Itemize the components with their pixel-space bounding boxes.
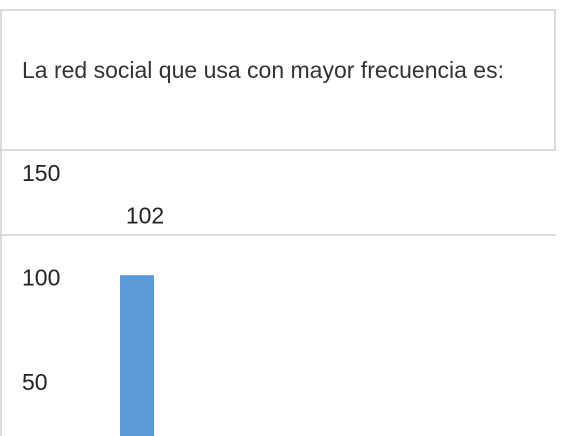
bar [120,275,154,436]
data-label: 102 [126,202,164,228]
y-tick-label: 100 [22,264,60,290]
y-tick-label: 50 [22,369,48,395]
y-tick-label: 150 [22,160,60,186]
question-text: La red social que usa con mayor frecuenc… [22,57,504,83]
